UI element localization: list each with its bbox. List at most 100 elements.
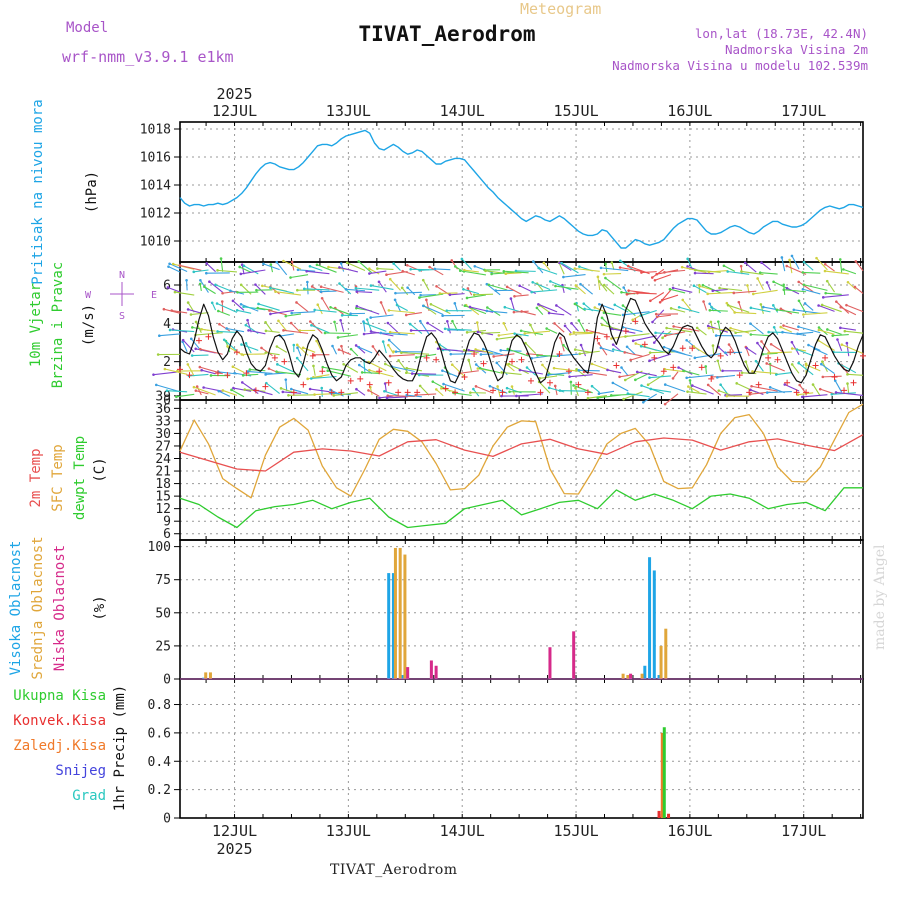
y-tick-label-precip: 0.6 [148,726,171,741]
wind-arrow [443,383,465,392]
cloud-mid-bar [664,628,668,679]
wind-arrow [598,281,608,292]
wind-arrow-head [503,305,507,309]
wind-arrow-head [727,343,731,346]
wind-arrow [563,274,586,278]
wind-arrow-head [323,331,327,335]
wind-arrow-head [186,308,190,311]
wind-arrow [757,278,764,291]
wind-arrow-head [758,271,762,274]
wind-arrow [466,294,487,299]
y-tick-label-wind: 4 [163,317,171,332]
wind-arrow-head [824,291,827,295]
wind-arrow [215,284,231,292]
wind-arrow [327,370,351,377]
gust-marker [698,364,705,371]
wind-arrow-head [509,297,513,300]
wind-arrow-head [547,386,551,390]
wind-arrow [285,379,288,392]
wind-arrow-head [368,272,371,275]
wind-arrow [395,291,422,294]
wind-arrow [702,284,721,294]
wind-arrow-head [663,334,667,338]
wind-arrow-head [189,337,193,341]
wind-arrow-head [386,394,390,397]
wind-arrow-head [781,330,784,334]
wind-arrow-head [636,291,639,295]
wind-arrow-head [597,392,601,396]
wind-arrow-head [535,306,539,310]
wind-arrow-head [225,327,228,330]
wind-arrow-head [514,269,518,273]
gust-marker [546,379,553,386]
wind-arrow [750,333,771,337]
wind-arrow-head [823,263,827,266]
wind-arrow [448,329,465,331]
wind-arrow [195,332,223,336]
wind-arrow-head [825,279,829,283]
wind-arrow [760,304,764,314]
wind-arrow-head [379,301,383,304]
wind-arrow-head [355,304,359,308]
wind-arrow [313,374,330,378]
wind-arrow-head [368,368,371,372]
page-title: TIVAT_Aerodrom [358,22,536,46]
wind-arrow-head [732,291,736,295]
wind-arrow-head [306,377,309,381]
wind-arrow-head [672,325,675,328]
wind-arrow-head [537,266,540,270]
wind-arrow-head [167,265,170,268]
wind-arrow [703,301,708,311]
wind-arrow-head [467,348,470,352]
gust-markers [177,318,866,396]
wind-arrow [296,302,309,313]
wind-arrow-head [801,395,804,399]
wind-arrow [430,303,451,315]
wind-arrow [369,268,380,275]
wind-arrow-head [476,367,480,370]
wind-arrow-head [788,258,791,262]
wind-arrow-head [198,365,202,369]
wind-arrow [818,329,835,335]
wind-arrow-head [203,285,206,289]
wind-arrow [476,322,480,333]
wind-arrow-head [385,396,389,400]
wind-arrow-head [329,388,332,392]
wind-arrow-head [749,388,752,392]
wind-arrow-head [320,296,324,300]
wind-arrow [486,310,508,314]
wind-arrow-head [562,343,565,347]
wind-arrow-head [685,338,688,342]
wind-arrow-head [775,308,779,312]
wind-arrow-head [553,384,557,388]
wind-arrow-head [842,268,845,271]
gust-marker [822,354,829,361]
gust-marker [319,368,326,375]
gust-marker [177,366,183,373]
wind-arrow-head [780,256,784,259]
wind-arrow-head [669,307,673,310]
wind-arrow-head [798,383,801,387]
wind-arrow-head [750,384,753,388]
wind-arrow-head [506,347,510,351]
wind-arrow [666,327,693,333]
gust-marker [376,368,383,375]
wind-arrow-head [782,283,785,287]
wind-arrow [637,371,657,377]
wind-arrow [241,264,245,275]
wind-arrow-head [497,334,501,337]
wind-arrow [406,372,430,377]
wind-arrow [841,344,864,355]
gust-marker [205,333,212,340]
wind-arrow-head [804,363,808,367]
wind-arrow-head [368,267,371,271]
wind-arrow-head [610,261,614,264]
wind-arrow-head [319,285,323,289]
gust-marker [831,374,838,380]
wind-arrow-head [686,390,689,393]
wind-arrow [554,323,565,333]
wind-arrow-head [821,360,824,363]
wind-arrow-head [296,268,300,272]
wind-arrow-head [599,266,603,270]
wind-arrow-head [654,312,658,316]
